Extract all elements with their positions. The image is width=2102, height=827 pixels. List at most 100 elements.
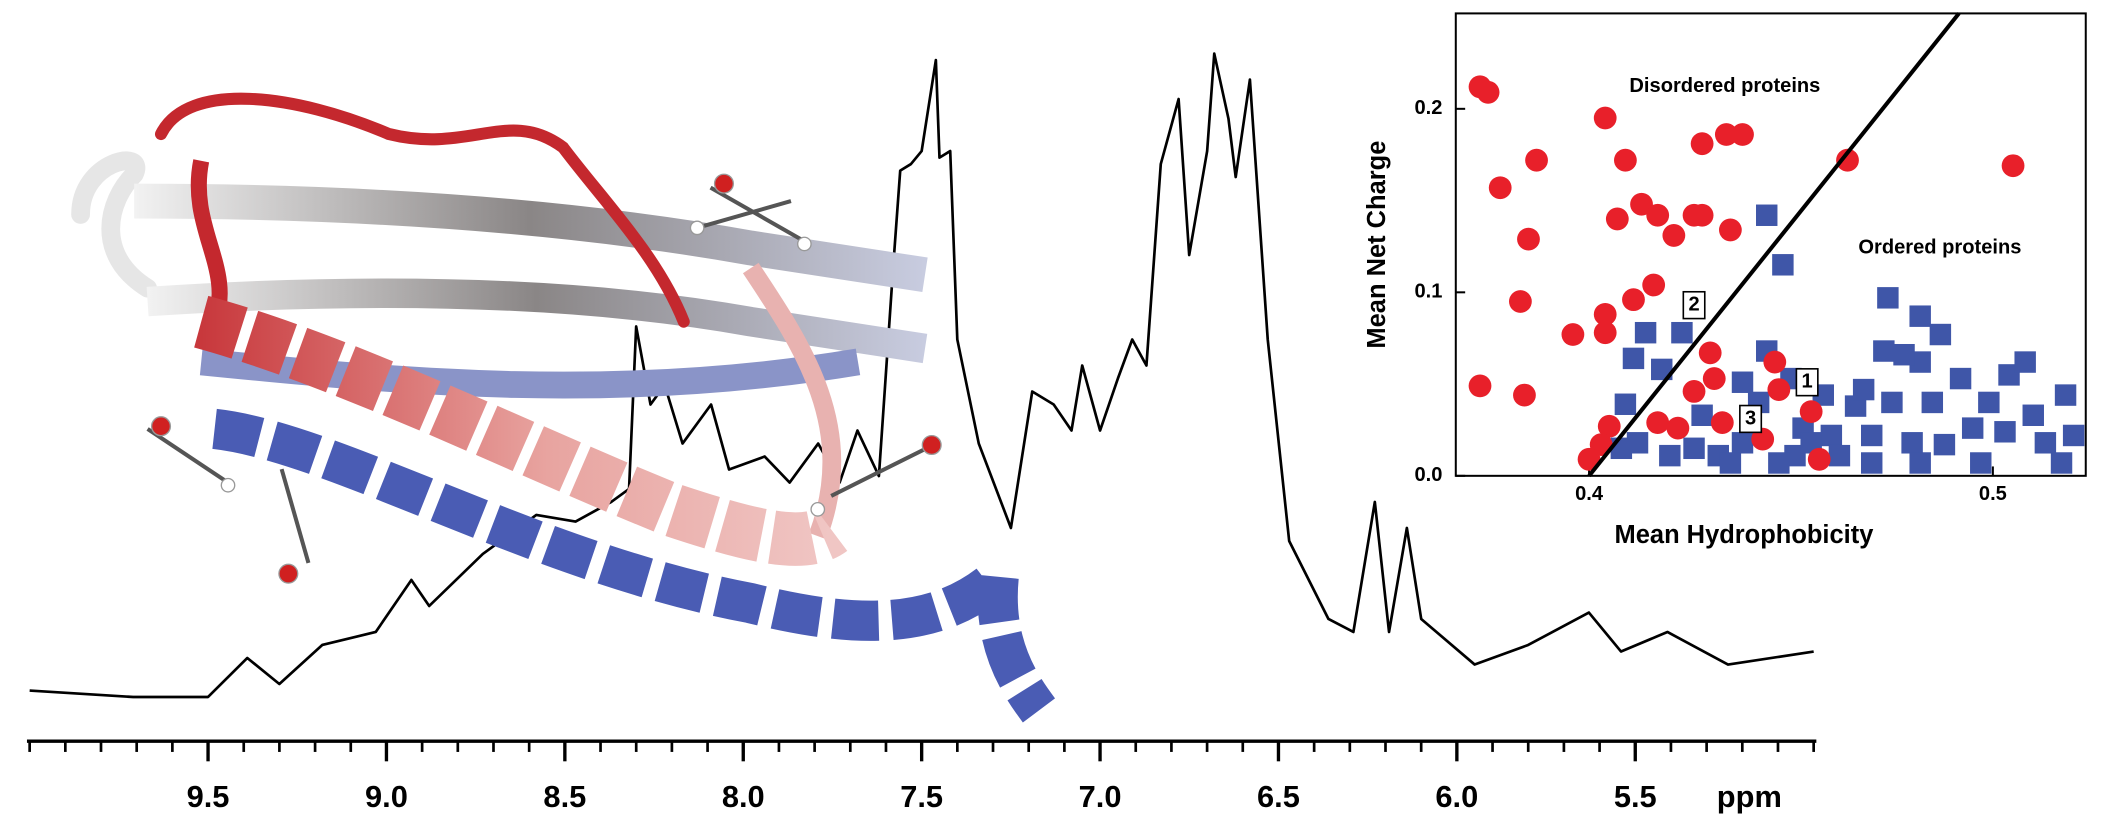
point-label: 2 [1688,293,1699,315]
data-point [1561,323,1585,346]
point-label: 1 [1802,371,1813,393]
data-point [1614,393,1637,415]
data-point [1698,341,1722,365]
data-point [1517,227,1540,251]
data-point [1901,432,1923,454]
data-point [1488,176,1512,200]
label-box [1739,404,1763,434]
x-tick-label: 0.4 [1575,483,1604,505]
y-tick-label: 0.0 [1414,464,1442,486]
data-point [1836,148,1859,172]
label-box [1682,290,1706,320]
loop [154,92,690,328]
data-point [1593,321,1617,345]
data-point [1756,204,1778,226]
helix [212,408,1056,723]
data-point [1799,400,1823,423]
data-point [2054,384,2077,406]
data-point [1593,106,1617,130]
data-point [1768,452,1790,474]
atoms [150,173,942,584]
data-point [1509,290,1532,313]
x-tick-label: 7.5 [900,779,943,814]
data-point [1614,148,1637,172]
data-point [1646,203,1670,227]
data-point [1630,192,1653,216]
data-point [1690,132,1714,156]
x-axis-label: ppm [1717,779,1782,814]
data-point [1828,444,1851,467]
point-label: 3 [1745,407,1756,429]
data-point [2050,452,2073,474]
beta-strand [134,183,928,292]
data-point [1513,383,1536,407]
data-point [1710,411,1734,435]
helix [194,295,848,566]
x-tick-label: 6.5 [1257,779,1300,814]
data-point [1767,378,1791,401]
data-point [1978,391,2000,414]
data-point [1784,444,1806,467]
data-point [1772,254,1794,276]
data-point [1622,347,1645,370]
data-point [1682,380,1706,403]
data-point [1807,447,1831,471]
data-point [1929,323,1952,346]
data-point [1525,148,1548,172]
data-point [1909,305,1931,327]
data-point [2014,351,2036,373]
data-point [2022,404,2044,426]
data-point [1662,224,1686,247]
data-point [1476,80,1500,104]
data-point [2062,424,2085,447]
data-point [1949,367,1972,390]
data-point [1691,404,1713,426]
data-point [1844,395,1867,417]
data-point [1861,452,1883,474]
data-point [1994,421,2016,443]
x-tick-label: 5.5 [1614,779,1657,814]
data-point [1718,218,1742,242]
data-point [1877,287,1899,309]
x-tick-label: 7.0 [1079,779,1122,814]
loop [71,151,157,298]
data-point [1731,432,1754,454]
spectrum-line [29,52,1814,699]
data-point [1659,444,1681,467]
data-point [1909,351,1931,373]
data-point [1605,207,1629,231]
beta-strand [146,278,928,364]
beta-strand [199,348,861,399]
data-point [1671,321,1693,344]
data-point [1909,452,1931,474]
data-point [1642,273,1666,297]
label-box [1795,368,1819,397]
y-tick-label: 0.2 [1414,97,1442,119]
data-point [1719,452,1742,474]
data-point [1626,432,1649,454]
data-point [1970,452,1992,474]
data-point [1666,416,1690,440]
data-point [1690,203,1714,227]
x-axis-label: Mean Hydrophobicity [1615,521,1875,549]
data-point [1731,371,1754,393]
data-point [1921,391,1944,414]
data-point [1893,343,1915,366]
scatter-inset: 0.4 0.5 0.0 0.1 0.2 Mean Hydrophobicity Mean N… [1363,12,2087,549]
x-tick-label: 9.5 [187,779,230,814]
data-point [1852,378,1875,401]
data-point [1933,433,1956,456]
y-tick-label: 0.1 [1414,281,1442,303]
data-point [1714,123,1738,146]
x-tick-label: 8.0 [722,779,765,814]
side-chain [146,185,926,564]
region-label: Disordered proteins [1629,75,1820,97]
data-point [1468,374,1492,398]
data-point [1731,123,1754,146]
y-axis-label: Mean Net Charge [1363,141,1391,349]
data-point [1622,288,1645,312]
data-point [2034,432,2057,454]
data-point [1873,340,1895,362]
data-point [1646,411,1670,435]
region-label: Ordered proteins [1858,237,2021,259]
